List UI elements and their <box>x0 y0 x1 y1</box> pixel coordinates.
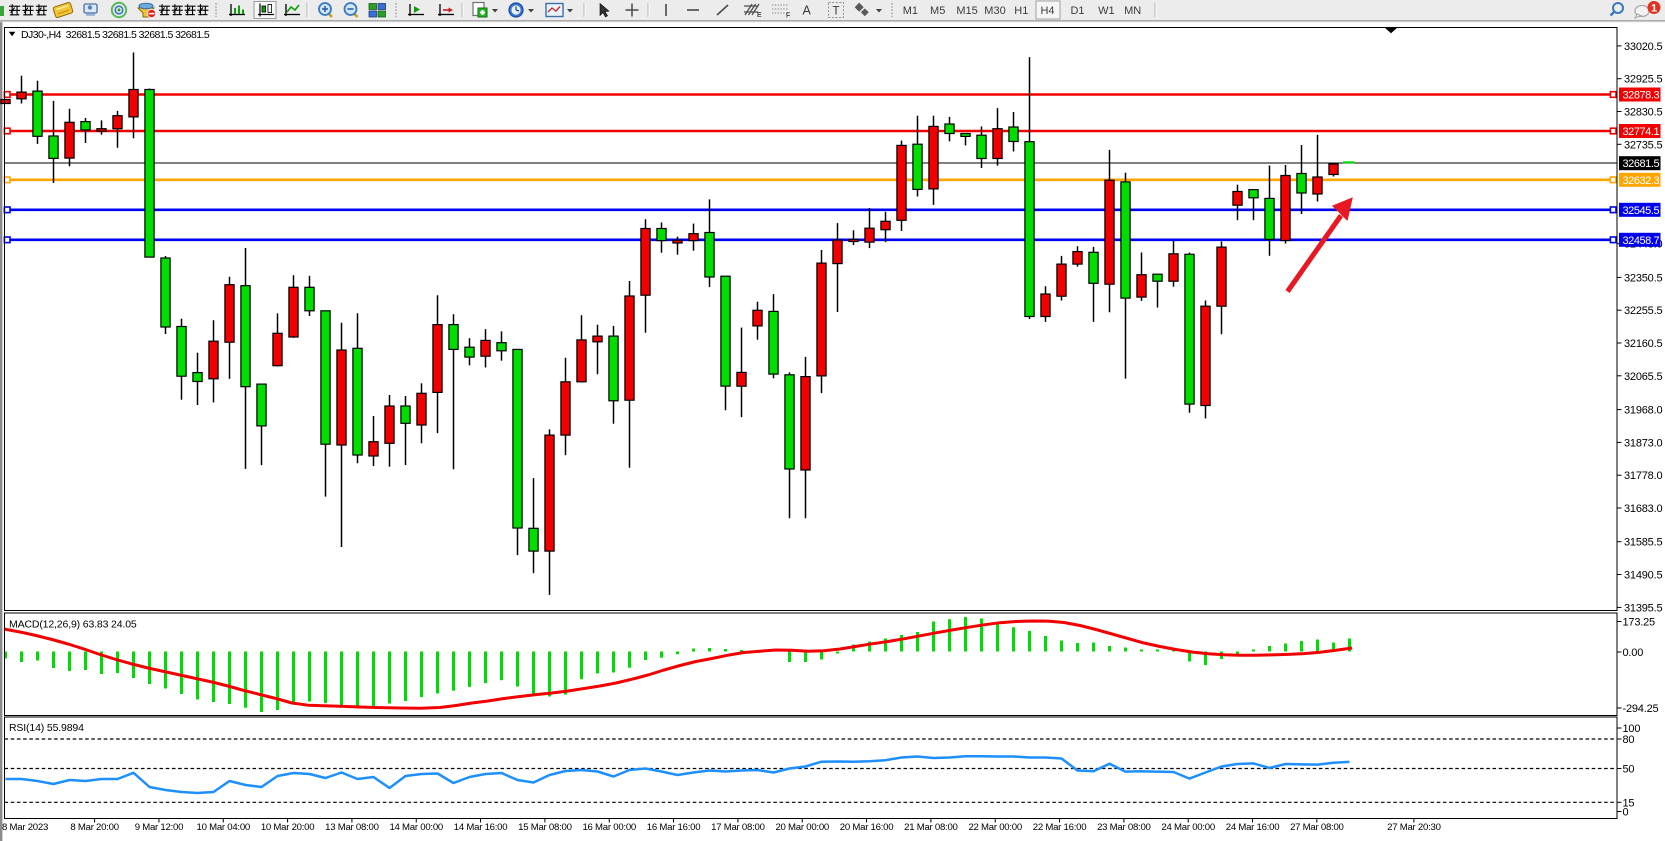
svg-text:32681.5: 32681.5 <box>1623 158 1660 170</box>
svg-text:M30: M30 <box>984 5 1005 17</box>
svg-text:31490.5: 31490.5 <box>1624 570 1662 582</box>
svg-text:24 Mar 00:00: 24 Mar 00:00 <box>1161 822 1215 833</box>
svg-text:31585.5: 31585.5 <box>1624 537 1662 549</box>
svg-text:M1: M1 <box>903 5 918 17</box>
svg-text:31683.0: 31683.0 <box>1624 503 1662 515</box>
svg-text:32878.3: 32878.3 <box>1623 90 1660 102</box>
svg-text:80: 80 <box>1623 734 1635 746</box>
svg-text:32255.5: 32255.5 <box>1624 305 1662 317</box>
svg-text:10 Mar 04:00: 10 Mar 04:00 <box>196 822 250 833</box>
svg-text:13 Mar 08:00: 13 Mar 08:00 <box>325 822 379 833</box>
svg-text:31968.0: 31968.0 <box>1624 405 1662 417</box>
svg-text:-294.25: -294.25 <box>1623 703 1659 715</box>
svg-text:22 Mar 16:00: 22 Mar 16:00 <box>1033 822 1087 833</box>
svg-text:33020.5: 33020.5 <box>1624 41 1662 53</box>
svg-text:T: T <box>833 6 840 18</box>
svg-text:MACD(12,26,9) 63.83 24.05: MACD(12,26,9) 63.83 24.05 <box>9 619 137 631</box>
svg-text:16 Mar 16:00: 16 Mar 16:00 <box>647 822 701 833</box>
svg-text:9 Mar 12:00: 9 Mar 12:00 <box>135 822 183 833</box>
svg-text:24 Mar 16:00: 24 Mar 16:00 <box>1226 822 1280 833</box>
svg-text:M5: M5 <box>930 5 945 17</box>
svg-text:D1: D1 <box>1070 5 1084 17</box>
svg-text:31395.5: 31395.5 <box>1624 602 1662 614</box>
svg-text:RSI(14) 55.9894: RSI(14) 55.9894 <box>9 722 84 734</box>
svg-text:14 Mar 16:00: 14 Mar 16:00 <box>454 822 508 833</box>
svg-text:M15: M15 <box>956 5 977 17</box>
svg-text:27 Mar 08:00: 27 Mar 08:00 <box>1290 822 1344 833</box>
svg-text:8 Mar 20:00: 8 Mar 20:00 <box>70 822 118 833</box>
svg-text:23 Mar 08:00: 23 Mar 08:00 <box>1097 822 1151 833</box>
svg-text:F: F <box>786 13 790 20</box>
svg-text:20 Mar 00:00: 20 Mar 00:00 <box>775 822 829 833</box>
svg-text:32735.5: 32735.5 <box>1624 139 1662 151</box>
svg-text:15: 15 <box>1623 797 1635 809</box>
svg-text:32774.1: 32774.1 <box>1623 126 1660 138</box>
svg-text:15 Mar 08:00: 15 Mar 08:00 <box>518 822 572 833</box>
svg-text:100: 100 <box>1623 723 1641 735</box>
svg-text:A: A <box>803 4 812 18</box>
svg-text:0: 0 <box>1623 807 1629 819</box>
svg-text:22 Mar 00:00: 22 Mar 00:00 <box>968 822 1022 833</box>
svg-text:32065.5: 32065.5 <box>1624 371 1662 383</box>
svg-text:32160.5: 32160.5 <box>1624 338 1662 350</box>
svg-text:27 Mar 20:30: 27 Mar 20:30 <box>1387 822 1441 833</box>
svg-text:31873.0: 31873.0 <box>1624 437 1662 449</box>
svg-text:H4: H4 <box>1040 5 1054 17</box>
svg-text:32925.5: 32925.5 <box>1624 74 1662 86</box>
svg-text:0.00: 0.00 <box>1623 647 1644 659</box>
svg-text:32830.5: 32830.5 <box>1624 107 1662 119</box>
svg-text:17 Mar 08:00: 17 Mar 08:00 <box>711 822 765 833</box>
svg-text:21 Mar 08:00: 21 Mar 08:00 <box>904 822 958 833</box>
svg-text:173.25: 173.25 <box>1623 617 1656 629</box>
svg-text:H1: H1 <box>1014 5 1028 17</box>
svg-text:32350.5: 32350.5 <box>1624 272 1662 284</box>
svg-text:MN: MN <box>1124 5 1141 17</box>
svg-text:14 Mar 00:00: 14 Mar 00:00 <box>389 822 443 833</box>
svg-text:8 Mar 2023: 8 Mar 2023 <box>2 822 48 833</box>
svg-text:16 Mar 00:00: 16 Mar 00:00 <box>582 822 636 833</box>
svg-text:20 Mar 16:00: 20 Mar 16:00 <box>840 822 894 833</box>
svg-text:1: 1 <box>1651 3 1657 15</box>
svg-text:E: E <box>757 12 762 19</box>
svg-text:10 Mar 20:00: 10 Mar 20:00 <box>261 822 315 833</box>
svg-text:50: 50 <box>1623 764 1635 776</box>
svg-text:32545.5: 32545.5 <box>1623 205 1660 217</box>
svg-text:32632.3: 32632.3 <box>1623 175 1660 187</box>
svg-text:W1: W1 <box>1098 5 1115 17</box>
svg-text:32458.7: 32458.7 <box>1623 235 1660 247</box>
svg-text:DJ30-,H4 32681.5 32681.5 3268: DJ30-,H4 32681.5 32681.5 32681.5 32681.5 <box>21 29 210 41</box>
svg-text:31778.0: 31778.0 <box>1624 470 1662 482</box>
